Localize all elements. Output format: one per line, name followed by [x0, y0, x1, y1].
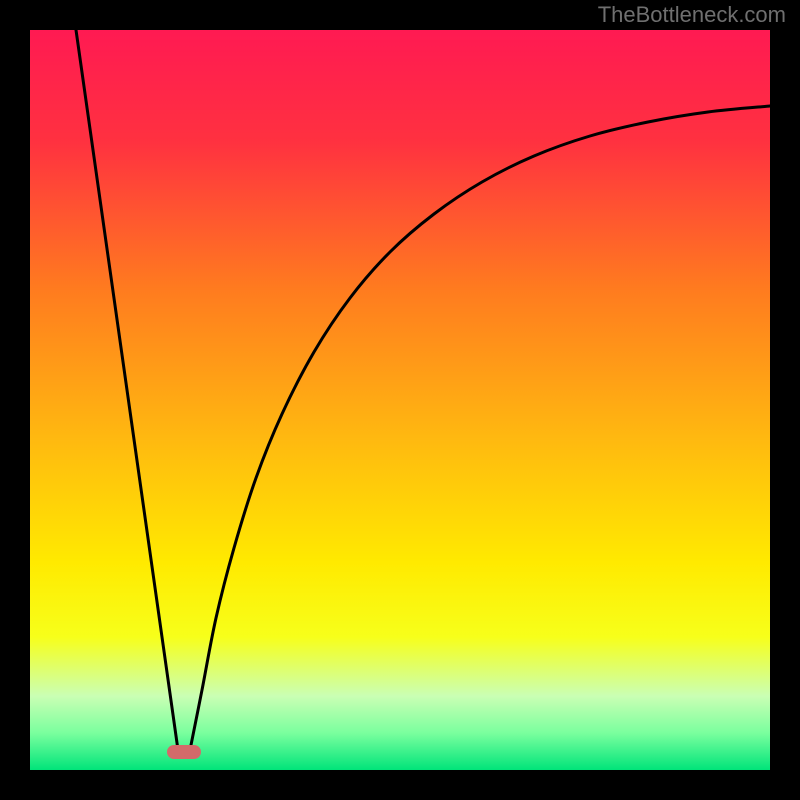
watermark-text: TheBottleneck.com — [598, 2, 786, 28]
chart-frame: TheBottleneck.com — [0, 0, 800, 800]
optimal-point-marker — [167, 745, 201, 759]
bottleneck-curve — [0, 0, 800, 800]
curve-right-segment — [190, 106, 770, 750]
curve-left-segment — [76, 30, 178, 750]
